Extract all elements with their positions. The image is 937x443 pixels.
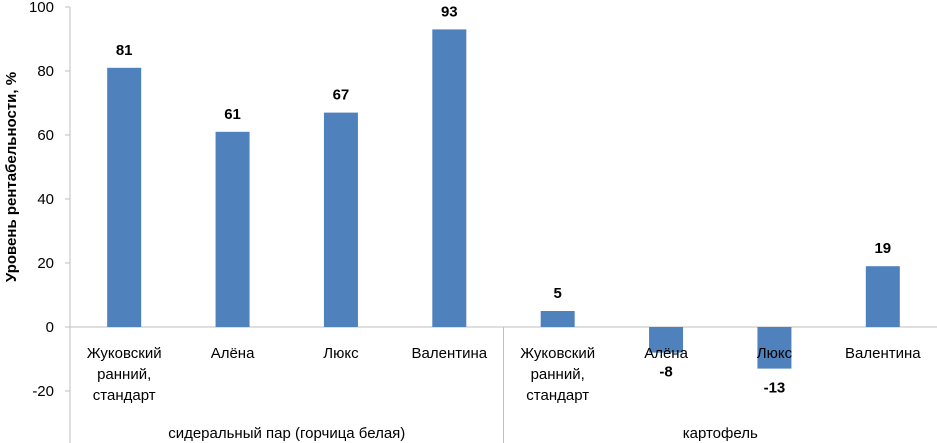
data-label: -13 [764,380,786,397]
bar [215,131,250,327]
y-tick-label: 100 [29,0,54,16]
y-tick-label: 0 [46,319,54,336]
category-label: Алёна [644,345,688,362]
category-label: Жуковский [87,345,162,362]
y-tick-label: 60 [37,127,54,144]
category-label: Жуковский [520,345,595,362]
data-label: 67 [333,87,350,104]
bar [107,67,142,328]
y-tick-label: 20 [37,255,54,272]
y-tick-label: 40 [37,191,54,208]
bar [432,29,467,328]
bar [757,327,792,369]
data-label: 5 [554,285,562,302]
category-label: стандарт [93,387,156,404]
bar [649,327,684,353]
category-label: ранний, [97,366,151,383]
category-label: стандарт [526,387,589,404]
bar [323,112,358,327]
axes [69,7,937,443]
data-label: 19 [874,240,891,257]
data-label: 61 [224,106,241,123]
data-labels: 81 61 67 93 5 -8 -13 19 [116,3,891,396]
data-label: 93 [441,3,458,20]
category-label: Люкс [757,345,793,362]
bar [865,266,900,327]
y-tick-label: -20 [32,383,54,400]
category-label: Алёна [211,345,255,362]
category-label: Валентина [845,345,921,362]
bars [107,29,900,369]
y-tick-label: 80 [37,63,54,80]
group-labels: сидеральный пар (горчица белая) картофель [168,425,758,442]
group-label: сидеральный пар (горчица белая) [168,425,405,442]
bar [540,311,575,327]
category-labels: Жуковский ранний, стандарт Алёна Люкс Валенти… [87,345,922,404]
data-label: 81 [116,42,133,59]
data-label: -8 [659,364,672,381]
group-label: картофель [683,425,758,442]
y-axis-label: Уровень рентабельности, % [3,72,20,282]
category-label: ранний, [531,366,585,383]
y-ticks: -20 0 20 40 60 80 100 [29,0,70,400]
category-label: Люкс [323,345,359,362]
category-label: Валентина [412,345,488,362]
